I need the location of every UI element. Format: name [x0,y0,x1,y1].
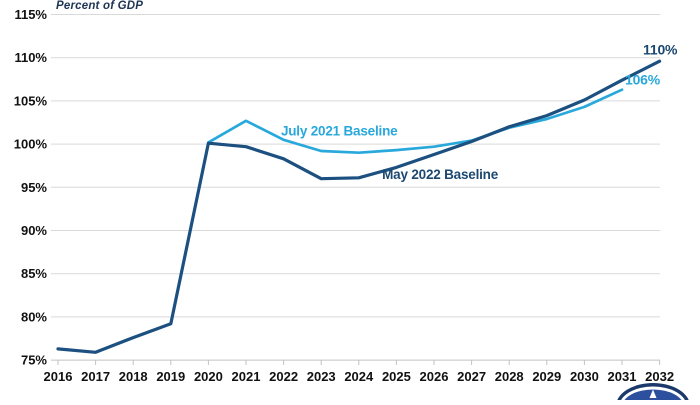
x-axis-label-2022: 2022 [269,369,298,384]
x-axis-label-2017: 2017 [81,369,110,384]
annotation-110: 110% [643,41,678,57]
y-axis-label-110: 110% [14,50,47,65]
x-axis-label-2016: 2016 [44,369,73,384]
x-axis-label-2029: 2029 [532,369,561,384]
x-axis-label-2024: 2024 [344,369,374,384]
annotation-may-2022-baseline: May 2022 Baseline [382,167,499,182]
y-axis-label-115: 115% [14,7,47,22]
annotation-july-2021-baseline: July 2021 Baseline [281,124,398,139]
y-axis-label-85: 85% [21,266,47,281]
series-line-may-2022-baseline [56,59,662,354]
y-axis-label-100: 100% [14,137,48,152]
y-axis-label-80: 80% [21,309,47,324]
annotation-106: 106% [625,72,661,88]
crfb-logo [617,383,689,400]
x-axis-label-2019: 2019 [156,369,185,384]
series-line-july-2021-baseline [207,88,624,155]
x-axis-label-2031: 2031 [608,369,637,384]
logo-mark [649,389,657,398]
y-axis-label-90: 90% [21,223,47,238]
y-axis-label-105: 105% [14,93,48,108]
x-axis-label-2028: 2028 [495,369,524,384]
y-axis-label-95: 95% [21,180,47,195]
x-axis-label-2026: 2026 [420,369,449,384]
x-axis-label-2018: 2018 [119,369,148,384]
x-axis-label-2025: 2025 [382,369,411,384]
axis-title: Percent of GDP [56,0,144,12]
x-axis-label-2023: 2023 [307,369,336,384]
x-axis-label-2032: 2032 [645,369,674,384]
y-axis-label-75: 75% [21,353,47,368]
x-axis-label-2020: 2020 [194,369,223,384]
x-axis-label-2027: 2027 [457,369,486,384]
x-axis-label-2021: 2021 [232,369,261,384]
x-axis-label-2030: 2030 [570,369,599,384]
